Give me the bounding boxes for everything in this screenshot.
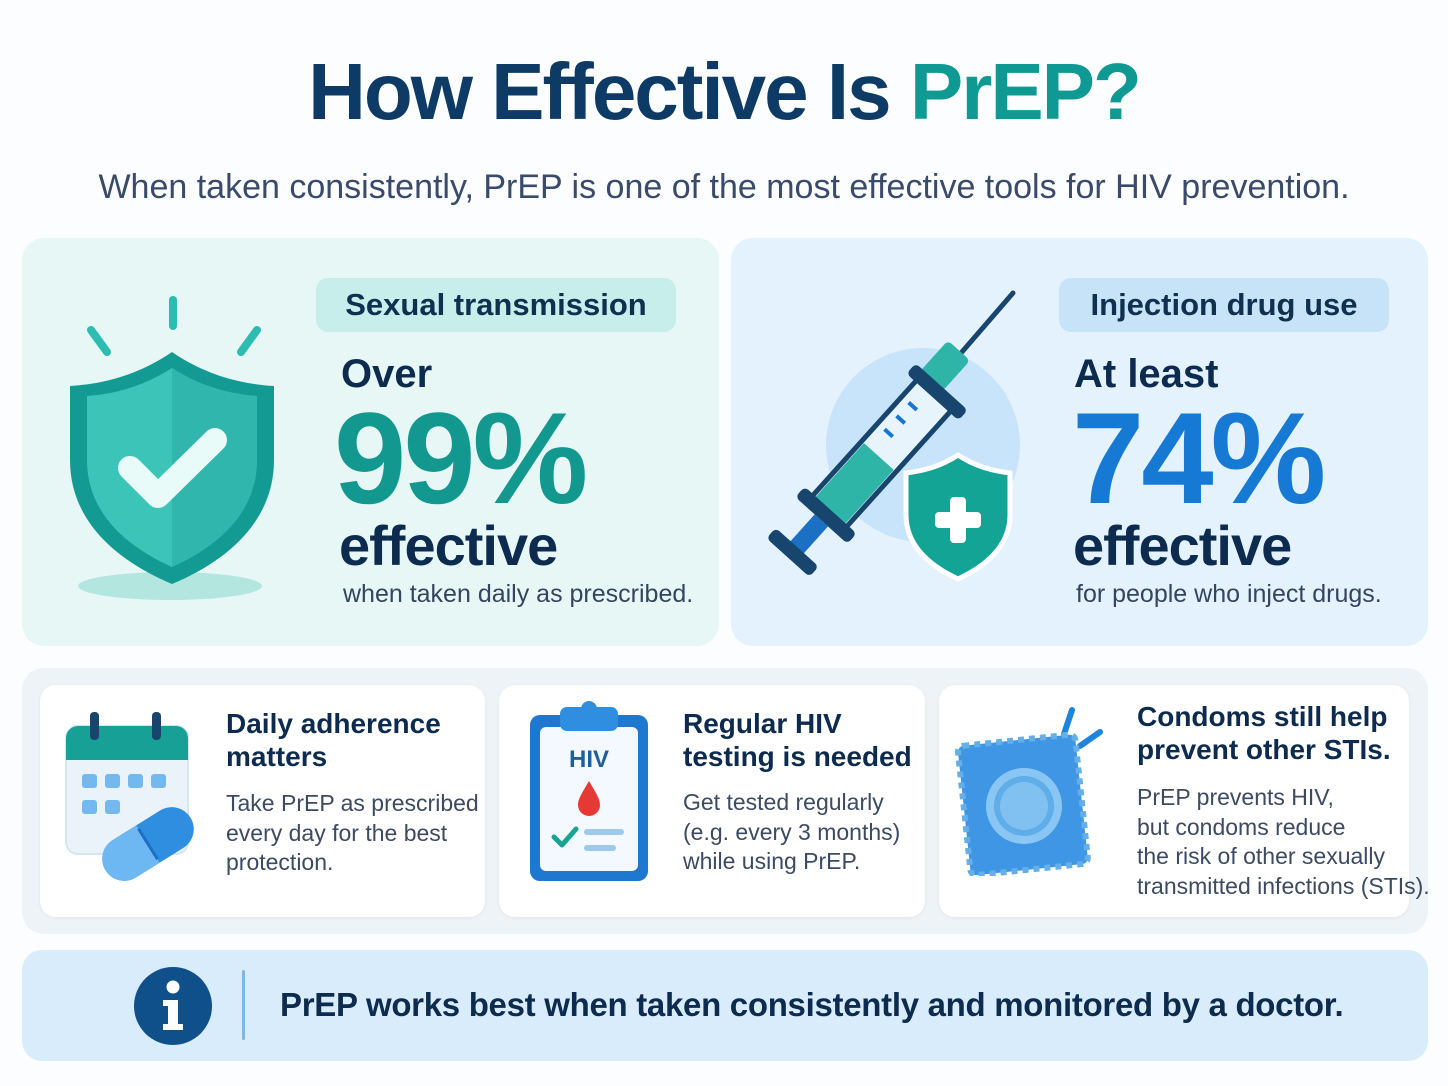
stat-suffix: effective bbox=[339, 514, 558, 577]
stat-note: for people who inject drugs. bbox=[1076, 580, 1382, 608]
sexual-transmission-label: Sexual transmission bbox=[316, 278, 676, 332]
banner-text: PrEP works best when taken consistently … bbox=[280, 986, 1344, 1023]
tip-text-line: while using PrEP. bbox=[683, 848, 861, 874]
title-accent: PrEP? bbox=[909, 47, 1142, 136]
page-subtitle: When taken consistently, PrEP is one of … bbox=[98, 168, 1350, 206]
page-title: How Effective Is PrEP? bbox=[0, 52, 1448, 132]
info-banner bbox=[22, 950, 1428, 1061]
tip-text: PrEP prevents HIV, but condoms reduce th… bbox=[1137, 783, 1430, 901]
tip-text-line: PrEP prevents HIV, bbox=[1137, 784, 1334, 810]
tip-title-line: Daily adherence bbox=[226, 708, 441, 739]
tip-text-line: protection. bbox=[226, 849, 334, 875]
tip-text-line: the risk of other sexually bbox=[1137, 843, 1386, 869]
stat-value: 74% bbox=[1072, 385, 1326, 531]
tip-title-line: Condoms still help bbox=[1137, 701, 1388, 732]
tip-text-line: but condoms reduce bbox=[1137, 813, 1346, 840]
stat-prefix: Over bbox=[341, 352, 433, 396]
banner-divider bbox=[242, 970, 245, 1040]
stat-prefix: At least bbox=[1074, 352, 1219, 396]
stat-suffix: effective bbox=[1073, 514, 1292, 577]
injection-drug-use-label: Injection drug use bbox=[1059, 278, 1389, 332]
title-main: How Effective Is bbox=[308, 47, 910, 136]
shield-check-icon bbox=[70, 296, 274, 600]
tip-text-line: transmitted infections (STIs). bbox=[1137, 872, 1430, 899]
info-icon bbox=[134, 967, 212, 1045]
tip-text-line: every day for the best bbox=[226, 819, 448, 846]
tip-title: Regular HIV testing is needed bbox=[683, 707, 912, 773]
tip-title: Daily adherence matters bbox=[226, 707, 441, 773]
tip-text: Take PrEP as prescribed every day for th… bbox=[226, 789, 479, 878]
tip-title-line: testing is needed bbox=[683, 741, 912, 772]
tip-text-line: (e.g. every 3 months) bbox=[683, 818, 901, 845]
calendar-pill-icon bbox=[65, 712, 194, 881]
tip-text-line: Get tested regularly bbox=[683, 789, 884, 815]
tip-title: Condoms still help prevent other STIs. bbox=[1137, 700, 1391, 766]
tip-title-line: matters bbox=[226, 741, 328, 772]
hiv-badge: HIV bbox=[569, 746, 609, 773]
stat-value: 99% bbox=[334, 385, 588, 531]
tip-title-line: Regular HIV bbox=[683, 708, 842, 739]
tip-title-line: prevent other STIs. bbox=[1137, 734, 1391, 765]
tip-text-line: Take PrEP as prescribed bbox=[226, 790, 479, 816]
clipboard-test-icon: HIV bbox=[530, 701, 648, 881]
tip-text: Get tested regularly (e.g. every 3 month… bbox=[683, 788, 900, 877]
syringe-icon bbox=[768, 290, 1020, 582]
stat-note: when taken daily as prescribed. bbox=[343, 580, 694, 608]
condom-package-icon bbox=[955, 707, 1103, 876]
